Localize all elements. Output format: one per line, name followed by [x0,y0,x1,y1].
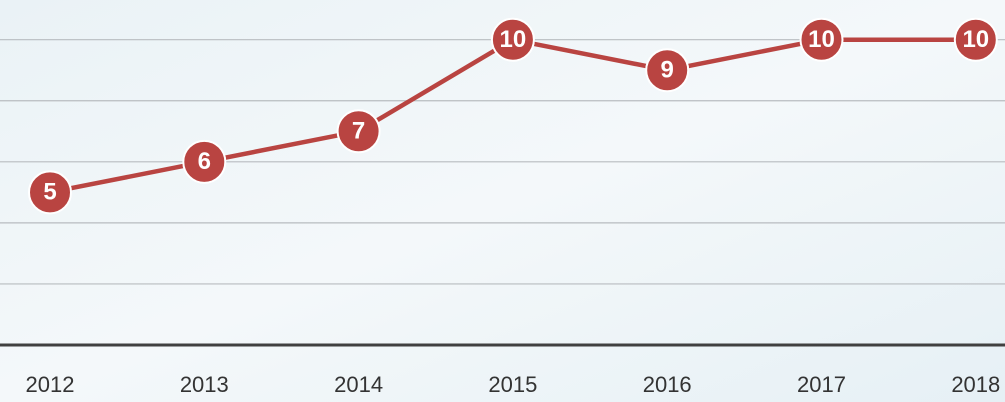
x-tick-label: 2017 [797,372,846,397]
point-marker [645,48,690,93]
point-marker [182,139,227,184]
point-marker [336,109,381,154]
x-tick-label: 2018 [951,372,1000,397]
data-label: 10 [808,26,835,53]
x-tick-label: 2015 [488,372,537,397]
data-label: 10 [500,26,527,53]
data-label: 6 [198,148,211,175]
point-marker [799,17,844,62]
x-tick-label: 2016 [643,372,692,397]
point-marker [490,17,535,62]
x-tick-label: 2013 [180,372,229,397]
data-label: 7 [352,118,365,145]
point-marker [953,17,998,62]
x-tick-label: 2014 [334,372,383,397]
x-tick-label: 2012 [26,372,75,397]
point-marker [28,170,72,215]
data-label: 10 [962,26,989,53]
data-label: 9 [661,57,674,84]
data-label: 5 [43,179,56,206]
